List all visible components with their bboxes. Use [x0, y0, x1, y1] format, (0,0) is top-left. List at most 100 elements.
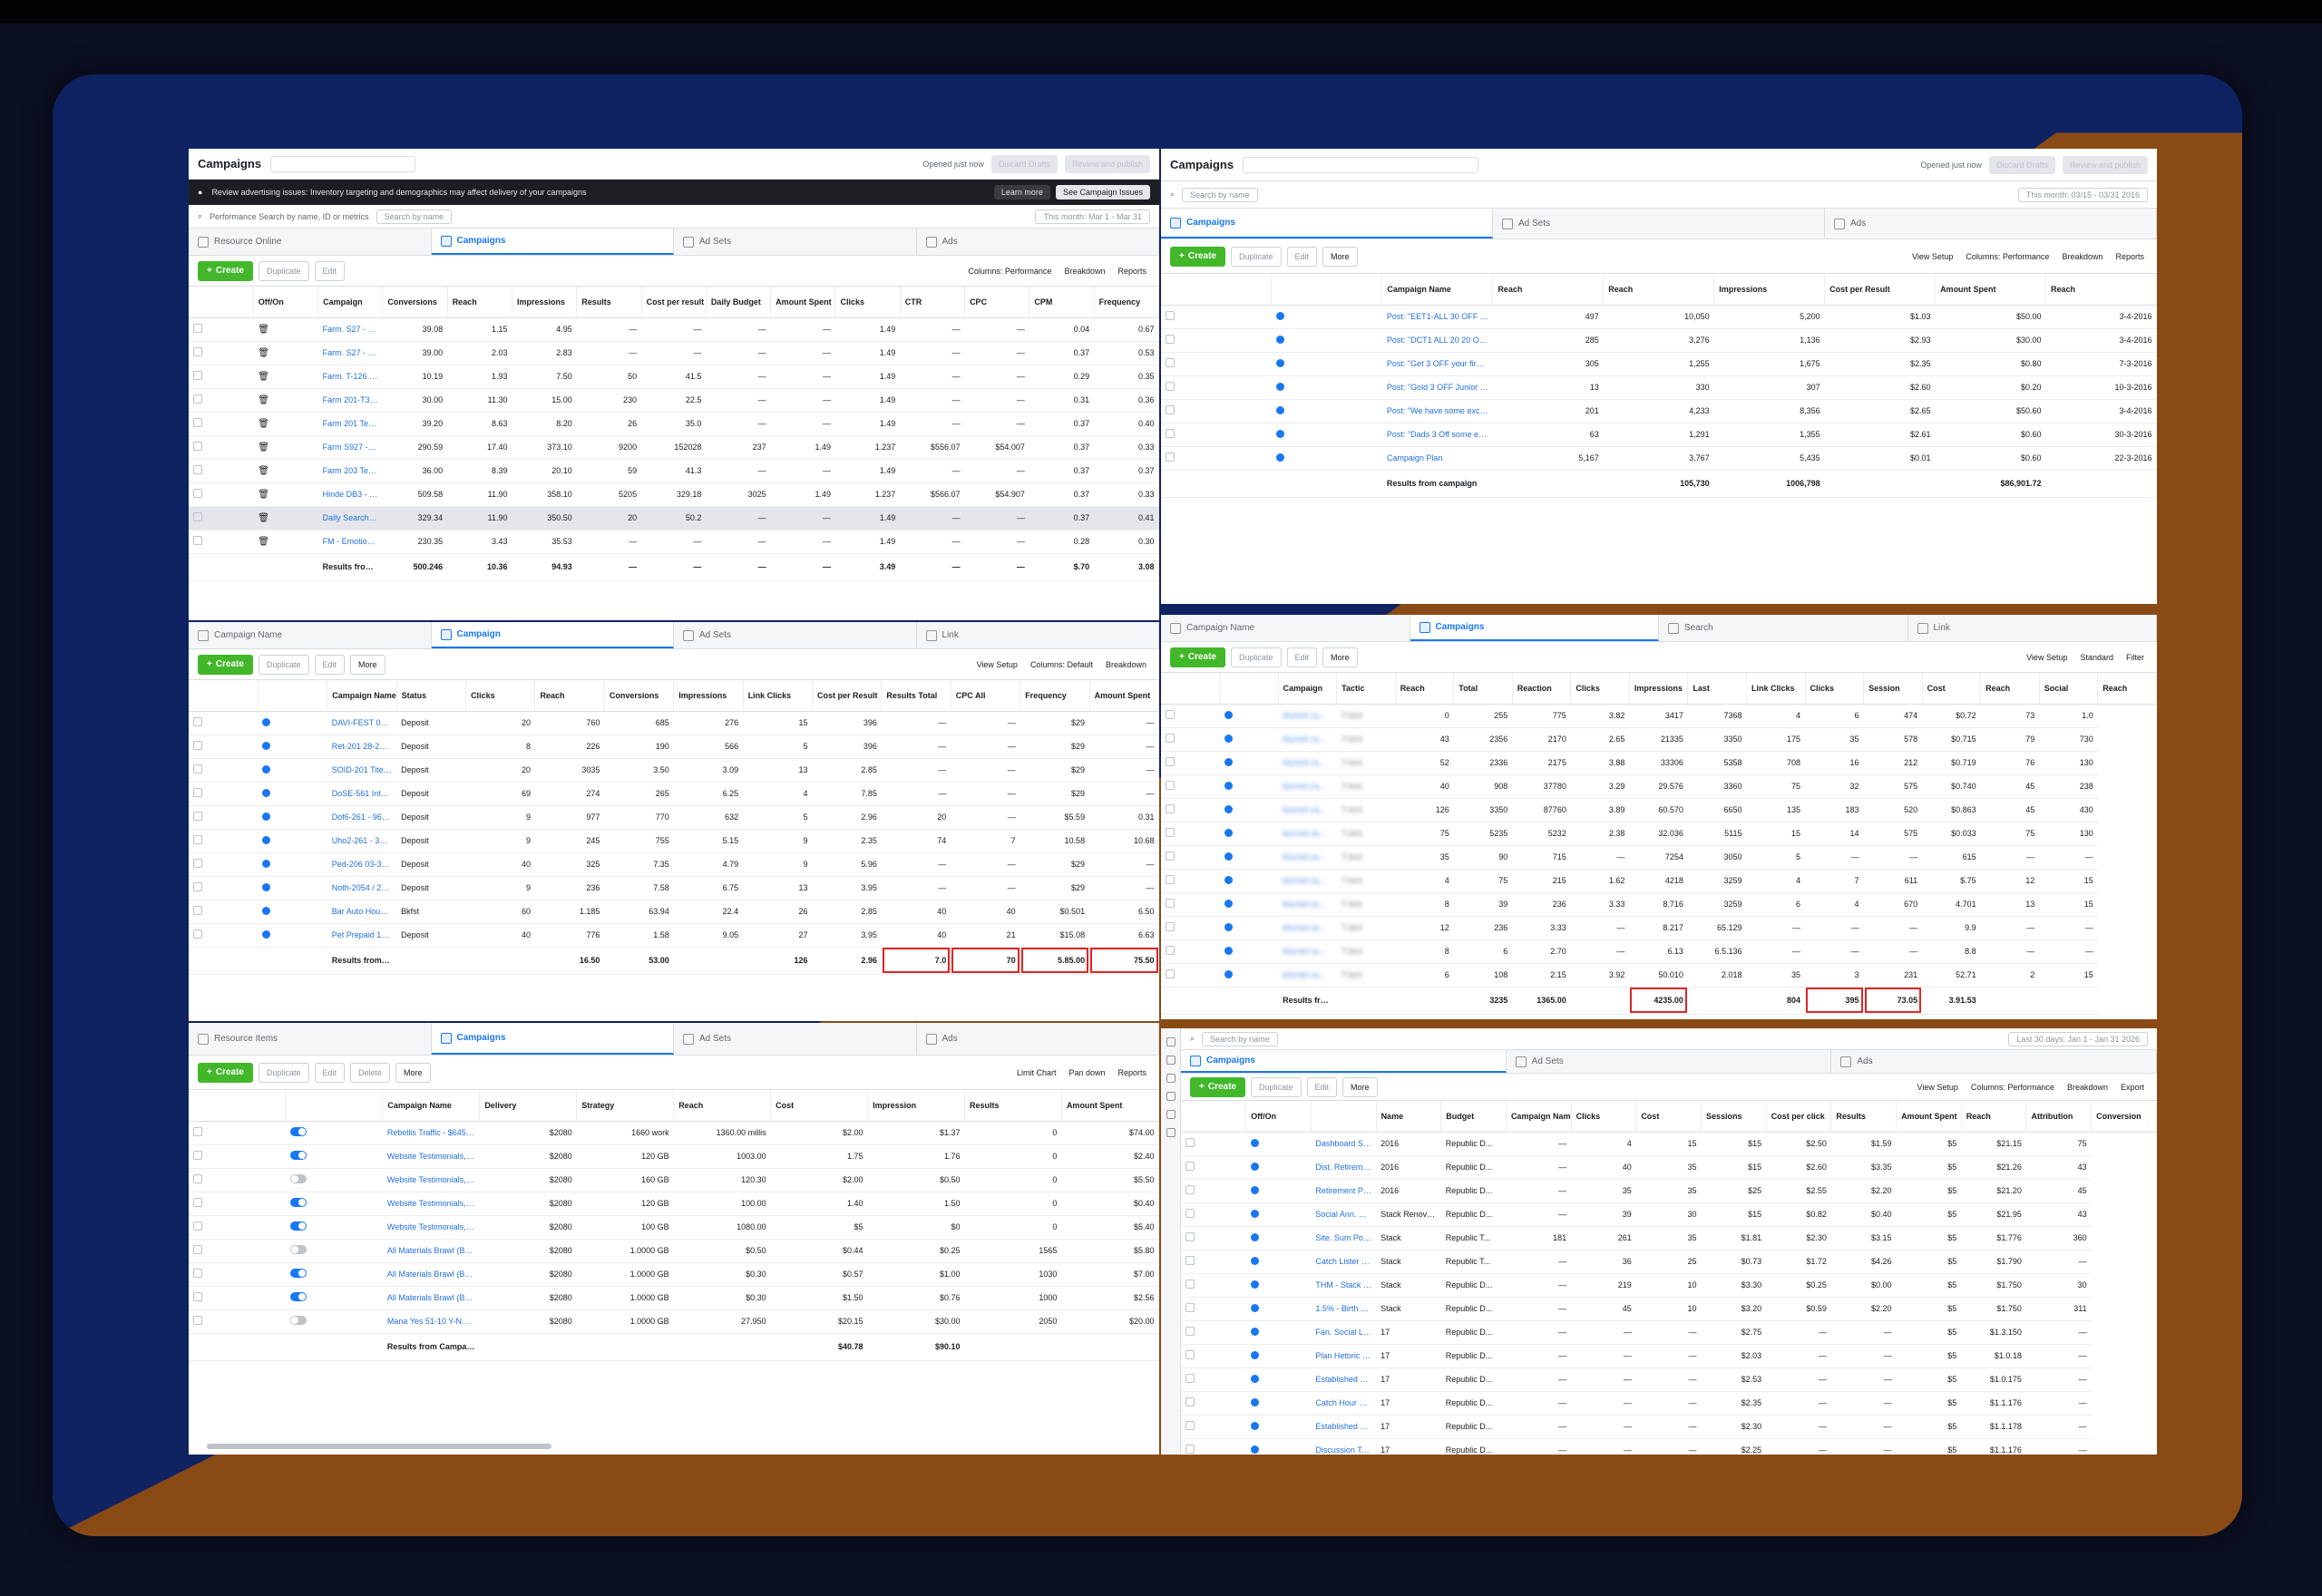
row-select-cell[interactable]	[189, 735, 259, 759]
campaign-name-link[interactable]: Dist. Retirement Sh...	[1311, 1155, 1377, 1180]
status-cell[interactable]	[1219, 845, 1279, 870]
status-dot-icon[interactable]	[1275, 382, 1284, 391]
table-row[interactable]: 🗑FM - Emotion Totals230.353.4335.53————1…	[189, 530, 1159, 554]
row-select-cell[interactable]	[189, 1144, 286, 1169]
column-header[interactable]: Clicks	[465, 680, 536, 712]
row-select-cell[interactable]	[1161, 798, 1220, 822]
column-header[interactable]: Daily Budget	[706, 287, 772, 318]
status-dot-icon[interactable]	[1250, 1162, 1259, 1171]
row-select-cell[interactable]	[189, 365, 254, 389]
delivery-toggle[interactable]	[289, 1269, 307, 1278]
row-checkbox[interactable]	[1166, 875, 1175, 884]
row-select-cell[interactable]	[1181, 1297, 1246, 1321]
status-cell[interactable]	[1245, 1132, 1312, 1156]
delivery-toggle[interactable]	[289, 1127, 307, 1136]
column-header[interactable]: Impression	[867, 1090, 965, 1122]
status-cell[interactable]	[285, 1144, 383, 1169]
campaign-name-link[interactable]: Post: "DCT1 ALL 20 20 OFF ON SELTYS ...	[1381, 328, 1493, 353]
row-checkbox[interactable]	[1166, 429, 1175, 438]
row-select-cell[interactable]	[1161, 963, 1220, 988]
campaign-name-link[interactable]: Campaign Plan	[1381, 446, 1493, 471]
row-select-cell[interactable]	[189, 341, 254, 365]
status-dot-icon[interactable]	[1250, 1303, 1259, 1312]
create-button[interactable]: + Create	[198, 260, 253, 281]
tab-campaigns[interactable]: Campaigns	[431, 229, 674, 255]
row-select-cell[interactable]	[1161, 305, 1272, 329]
column-header[interactable]: Clicks	[1805, 673, 1865, 705]
column-header[interactable]: Amount Spent	[1896, 1101, 1962, 1133]
status-cell[interactable]	[1245, 1297, 1312, 1321]
status-dot-icon[interactable]	[1275, 453, 1284, 462]
column-header[interactable]: Off/On	[253, 287, 319, 318]
discard-drafts-button[interactable]: Discard Drafts	[1988, 155, 2055, 174]
row-checkbox[interactable]	[193, 371, 202, 380]
table-row[interactable]: Ret-201 28-29 1776Deposit82261905665396—…	[189, 735, 1159, 759]
status-dot-icon[interactable]	[1250, 1445, 1259, 1454]
row-checkbox[interactable]	[193, 741, 202, 750]
column-header[interactable]: Campaign Name	[1381, 274, 1494, 306]
status-cell[interactable]: 🗑	[253, 412, 318, 436]
campaign-name-link[interactable]: Mana Yes 51-10 Y-N.P Scope 11/2 Delinens…	[382, 1309, 480, 1334]
campaign-name-link[interactable]: blurred campaign twelve	[1278, 963, 1337, 988]
table-row[interactable]: Uho2-261 - 30.00 0074Deposit92457555.159…	[189, 829, 1159, 853]
table-row[interactable]: 🗑Farm. S27 - Business39.002.032.83————1.…	[189, 341, 1159, 365]
status-dot-icon[interactable]	[1224, 828, 1233, 837]
reports-dropdown[interactable]: Reports	[2115, 251, 2144, 261]
table-row[interactable]: blurred campaign elevenT-bird862.70—6.13…	[1161, 939, 2157, 964]
row-select-cell[interactable]	[1161, 399, 1272, 423]
table-row[interactable]: blurred campaign threeT-bird52233621753.…	[1161, 751, 2157, 775]
campaign-name-link[interactable]: Catch Lister 11 lot...	[1311, 1250, 1377, 1274]
limit-chart[interactable]: Limit Chart	[1016, 1067, 1057, 1077]
status-cell[interactable]	[1219, 704, 1279, 728]
status-cell[interactable]: 🗑	[253, 482, 318, 507]
table-row[interactable]: blurred campaign nineT-bird8392363.338.7…	[1161, 892, 2157, 917]
duplicate-button[interactable]: Duplicate	[258, 260, 309, 281]
row-checkbox[interactable]	[193, 394, 202, 404]
row-select-cell[interactable]	[189, 388, 254, 413]
table-row[interactable]: Pet Prepaid 1-22-1778Deposit407761.589.0…	[189, 923, 1159, 948]
column-header[interactable]: Delivery	[479, 1090, 578, 1122]
row-select-cell[interactable]	[1161, 869, 1220, 893]
status-cell[interactable]	[1271, 328, 1382, 353]
column-header[interactable]: CPM	[1029, 287, 1095, 318]
campaign-name-link[interactable]: FM - Emotion Totals	[317, 530, 383, 554]
status-cell[interactable]	[1271, 446, 1382, 471]
row-checkbox[interactable]	[1166, 946, 1175, 955]
row-select-cell[interactable]	[1181, 1415, 1246, 1439]
table-row[interactable]: blurred campaign fiveT-bird1263350877603…	[1161, 798, 2157, 822]
column-header[interactable]: Budget	[1440, 1101, 1507, 1133]
status-dot-icon[interactable]	[1224, 757, 1233, 766]
tab-ads[interactable]: Ads	[1831, 1050, 2157, 1073]
edit-button[interactable]: Edit	[314, 654, 346, 675]
status-dot-icon[interactable]	[1275, 311, 1284, 320]
column-header[interactable]: Off/On	[1245, 1101, 1312, 1133]
edit-button[interactable]: Edit	[1286, 647, 1318, 667]
status-cell[interactable]	[258, 923, 327, 948]
status-cell[interactable]	[1245, 1438, 1312, 1455]
status-cell[interactable]	[1219, 963, 1279, 988]
row-checkbox[interactable]	[193, 717, 202, 726]
column-header[interactable]: Strategy	[576, 1090, 675, 1122]
columns-dropdown[interactable]: Columns: Default	[1029, 659, 1093, 669]
row-checkbox[interactable]	[193, 324, 202, 333]
column-header[interactable]: Amount Spent	[1089, 680, 1159, 712]
column-header[interactable]: Session	[1863, 673, 1923, 705]
row-select-cell[interactable]	[189, 1121, 286, 1145]
campaign-name-link[interactable]: Dashboard Start 1...	[1311, 1132, 1377, 1156]
trash-icon[interactable]: 🗑	[258, 512, 269, 523]
campaign-name-link[interactable]: Plan Hetoric Exedit...	[1311, 1344, 1377, 1368]
row-select-cell[interactable]	[189, 900, 259, 924]
column-header[interactable]: Impressions	[673, 680, 744, 712]
breakdown-dropdown[interactable]: Breakdown	[2062, 251, 2103, 261]
column-header[interactable]: Conversions	[604, 680, 675, 712]
settings-icon[interactable]	[1166, 1110, 1176, 1119]
row-select-cell[interactable]	[1181, 1179, 1246, 1203]
column-header[interactable]: Reach	[673, 1090, 772, 1122]
delivery-toggle[interactable]	[289, 1151, 307, 1160]
table-row[interactable]: Noth-2054 / 25-1078Deposit92367.586.7513…	[189, 876, 1159, 900]
column-header[interactable]	[285, 1090, 384, 1122]
column-header[interactable]: Cost	[1635, 1101, 1702, 1133]
learn-more-button[interactable]: Learn more	[993, 185, 1050, 200]
more-dropdown[interactable]: More	[1342, 1076, 1378, 1097]
